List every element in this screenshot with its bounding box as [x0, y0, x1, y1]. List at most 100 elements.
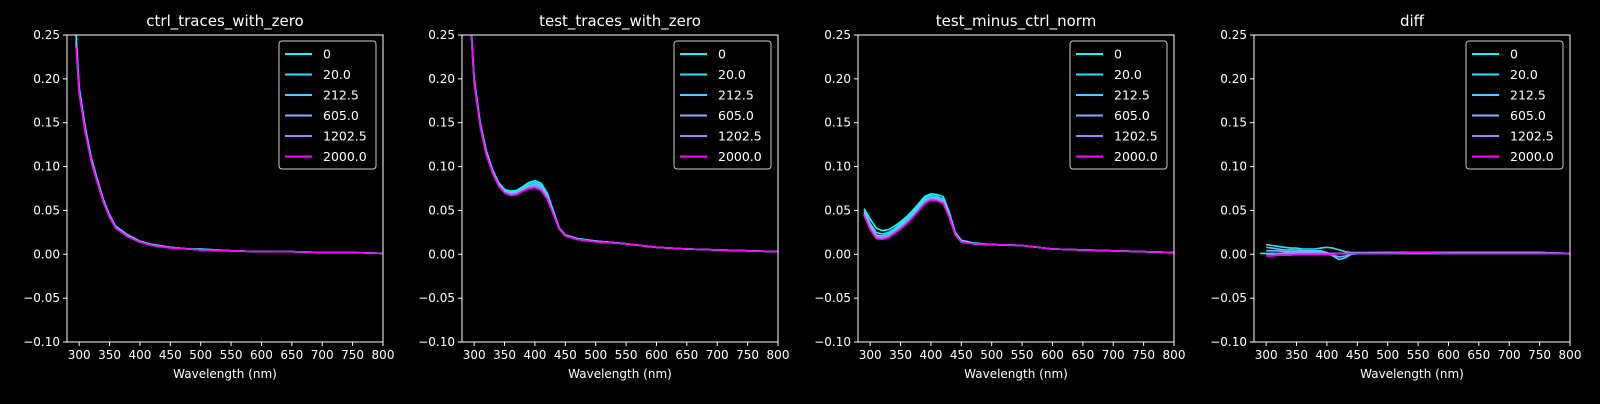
- x-tick-label: 650: [1467, 348, 1490, 362]
- legend-label: 605.0: [1510, 108, 1546, 123]
- x-tick-label: 600: [1437, 348, 1460, 362]
- y-tick-label: 0.25: [428, 28, 455, 42]
- chart-title: test_minus_ctrl_norm: [936, 12, 1097, 31]
- chart-panel-2: test_traces_with_zero 300 350 400 450 500 550 6…: [418, 12, 789, 381]
- axes-frame: [461, 34, 779, 343]
- legend-label: 1202.5: [1510, 129, 1554, 144]
- y-tick-label: −0.05: [418, 291, 455, 305]
- y-tick-label: 0.05: [824, 203, 851, 217]
- x-tick-label: 750: [341, 348, 364, 362]
- x-tick-label: 750: [1132, 348, 1155, 362]
- x-tick-label: 650: [1071, 348, 1094, 362]
- x-tick-label: 550: [615, 348, 638, 362]
- x-axis-label: Wavelength (nm): [173, 367, 277, 381]
- legend-label: 2000.0: [718, 149, 762, 164]
- series-line-605.0: [863, 197, 1174, 254]
- y-tick-label: 0.00: [1220, 247, 1247, 261]
- legend: 0 20.0 212.5 605.0 1202.5 2000.0: [673, 40, 772, 170]
- series-line-1202.5: [863, 198, 1174, 254]
- legend-label: 605.0: [718, 108, 754, 123]
- chart-panel-3: test_minus_ctrl_norm 300 350 400 450 500 550 60…: [814, 12, 1185, 381]
- x-tick-label: 600: [250, 348, 273, 362]
- x-tick-label: 550: [220, 348, 243, 362]
- legend-label: 1202.5: [323, 129, 367, 144]
- x-tick-label: 500: [980, 348, 1003, 362]
- series-line-212.5: [863, 196, 1174, 254]
- x-axis-label: Wavelength (nm): [964, 367, 1068, 381]
- y-tick-label: −0.05: [814, 291, 851, 305]
- y-tick-label: −0.10: [1210, 335, 1247, 349]
- series-group: [470, 35, 778, 253]
- chart-panel-4: diff 300 350 400 450 500 550 600 650 700 750 800 −0.…: [1210, 12, 1581, 381]
- x-tick-label: 550: [1407, 348, 1430, 362]
- x-tick-label: 700: [706, 348, 729, 362]
- series-line-2000.0: [75, 48, 383, 255]
- y-tick-label: 0.25: [1220, 28, 1247, 42]
- legend-label: 20.0: [718, 67, 746, 82]
- y-tick-label: −0.10: [814, 335, 851, 349]
- y-tick-label: 0.15: [1220, 116, 1247, 130]
- legend-label: 2000.0: [1510, 149, 1554, 164]
- legend-label: 0: [718, 47, 726, 62]
- y-tick-label: −0.10: [23, 335, 60, 349]
- x-axis-label: Wavelength (nm): [1360, 367, 1464, 381]
- y-tick-label: 0.00: [33, 247, 60, 261]
- y-tick-label: 0.15: [428, 116, 455, 130]
- x-tick-label: 800: [767, 348, 790, 362]
- x-tick-label: 700: [311, 348, 334, 362]
- y-tick-label: 0.25: [824, 28, 851, 42]
- x-tick-label: 300: [68, 348, 91, 362]
- legend-label: 2000.0: [1114, 149, 1158, 164]
- legend-label: 20.0: [1510, 67, 1538, 82]
- x-tick-label: 800: [1559, 348, 1582, 362]
- y-tick-label: 0.15: [33, 116, 60, 130]
- x-axis-label: Wavelength (nm): [568, 367, 672, 381]
- legend: 0 20.0 212.5 605.0 1202.5 2000.0: [278, 40, 377, 170]
- axes-frame: [66, 34, 384, 343]
- x-tick-label: 500: [189, 348, 212, 362]
- legend: 0 20.0 212.5 605.0 1202.5 2000.0: [1069, 40, 1168, 170]
- y-tick-label: 0.20: [428, 72, 455, 86]
- series-group: [75, 35, 383, 255]
- y-tick-label: 0.00: [824, 247, 851, 261]
- legend-label: 20.0: [1114, 67, 1142, 82]
- y-tick-label: 0.20: [1220, 72, 1247, 86]
- axes-frame: [1253, 34, 1571, 343]
- legend-label: 2000.0: [323, 149, 367, 164]
- x-tick-label: 400: [919, 348, 942, 362]
- legend-label: 212.5: [323, 88, 359, 103]
- y-tick-label: 0.25: [33, 28, 60, 42]
- x-tick-label: 800: [372, 348, 395, 362]
- series-line-2000.0: [1266, 251, 1570, 257]
- legend-label: 212.5: [1510, 88, 1546, 103]
- series-line-2000.0: [863, 199, 1174, 254]
- y-tick-label: −0.10: [418, 335, 455, 349]
- legend-label: 605.0: [1114, 108, 1150, 123]
- y-tick-label: 0.10: [33, 160, 60, 174]
- y-tick-label: 0.00: [428, 247, 455, 261]
- x-tick-label: 700: [1102, 348, 1125, 362]
- y-tick-label: 0.10: [1220, 160, 1247, 174]
- x-tick-label: 650: [280, 348, 303, 362]
- chart-title: test_traces_with_zero: [539, 12, 701, 31]
- y-tick-label: 0.10: [824, 160, 851, 174]
- series-group: [1260, 243, 1570, 261]
- x-tick-label: 300: [463, 348, 486, 362]
- y-tick-label: 0.05: [33, 203, 60, 217]
- x-tick-label: 500: [584, 348, 607, 362]
- x-tick-label: 800: [1163, 348, 1186, 362]
- x-tick-label: 750: [1528, 348, 1551, 362]
- series-line-605.0: [1266, 250, 1570, 258]
- chart-title: ctrl_traces_with_zero: [146, 12, 303, 31]
- chart-title: diff: [1400, 12, 1425, 30]
- x-tick-label: 600: [645, 348, 668, 362]
- legend-label: 20.0: [323, 67, 351, 82]
- y-tick-label: −0.05: [1210, 291, 1247, 305]
- x-tick-label: 300: [1255, 348, 1278, 362]
- y-tick-label: 0.20: [33, 72, 60, 86]
- legend-label: 0: [1114, 47, 1122, 62]
- x-tick-label: 300: [859, 348, 882, 362]
- x-tick-label: 400: [1315, 348, 1338, 362]
- x-tick-label: 400: [523, 348, 546, 362]
